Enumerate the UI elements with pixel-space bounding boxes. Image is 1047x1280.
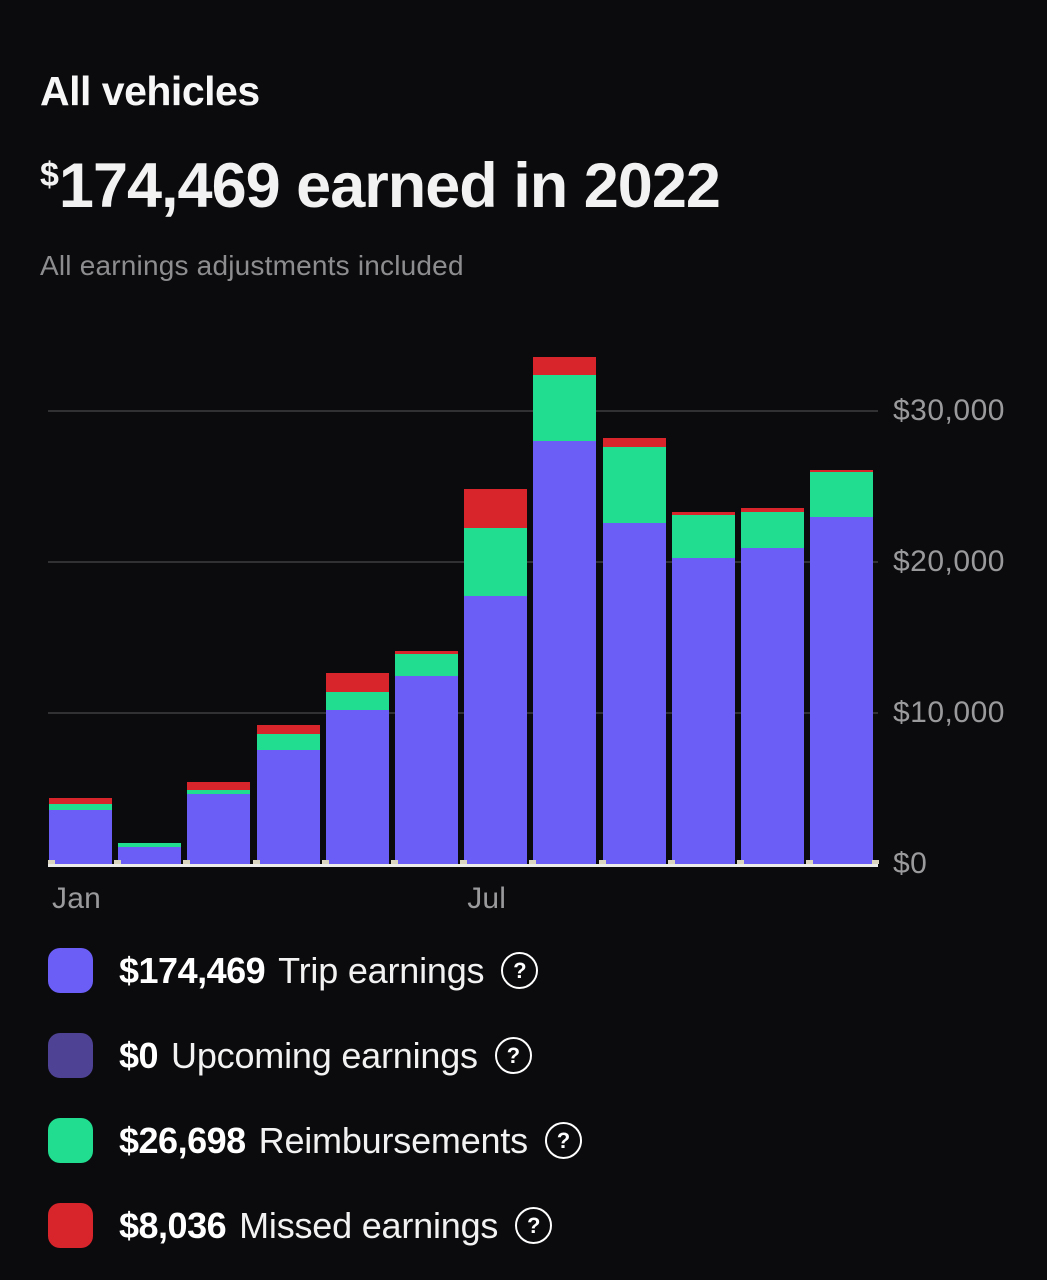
legend-label-upcoming-earnings: Upcoming earnings (171, 1034, 478, 1076)
segment-reimbursements-sep (602, 446, 666, 524)
legend-item-upcoming-earnings: $0 Upcoming earnings? (48, 1033, 582, 1078)
y-axis-label-0: $0 (893, 847, 928, 880)
axis-tick (872, 860, 880, 864)
bar-oct[interactable] (671, 511, 735, 867)
reimbursements-swatch (48, 1118, 93, 1163)
bar-apr[interactable] (256, 724, 320, 867)
segment-reimbursements-aug (533, 374, 597, 441)
gridline-30000 (48, 410, 878, 412)
segment-reimbursements-oct (671, 515, 735, 559)
bar-dec[interactable] (810, 470, 874, 867)
segment-missed-earnings-jul (464, 488, 528, 529)
axis-tick (114, 860, 122, 864)
segment-trip-earnings-mar (187, 794, 251, 867)
segment-reimbursements-nov (741, 512, 804, 549)
legend-item-reimbursements: $26,698 Reimbursements? (48, 1118, 582, 1163)
bar-may[interactable] (325, 672, 389, 867)
segment-reimbursements-may (325, 692, 389, 710)
legend-item-missed-earnings: $8,036 Missed earnings? (48, 1203, 582, 1248)
segment-reimbursements-mar (187, 790, 251, 795)
axis-tick (806, 860, 814, 864)
segment-trip-earnings-aug (533, 440, 597, 867)
segment-reimbursements-jul (464, 528, 528, 596)
x-axis-label-jul: Jul (467, 882, 507, 915)
axis-tick (598, 860, 606, 864)
currency-superscript: $ (40, 156, 59, 194)
segment-missed-earnings-jan (49, 797, 112, 805)
bar-jan[interactable] (49, 797, 112, 867)
segment-missed-earnings-nov (741, 508, 804, 513)
trip-earnings-swatch (48, 948, 93, 993)
segment-missed-earnings-may (325, 672, 389, 693)
axis-tick (667, 860, 675, 864)
axis-tick (183, 860, 191, 864)
bar-jun[interactable] (395, 651, 458, 867)
axis-tick (252, 860, 260, 864)
gridline-20000 (48, 561, 878, 563)
legend-amount-reimbursements: $26,698 (119, 1119, 246, 1161)
legend-amount-upcoming-earnings: $0 (119, 1034, 159, 1076)
axis-tick (321, 860, 329, 864)
bar-sep[interactable] (602, 438, 666, 867)
segment-trip-earnings-sep (602, 523, 666, 867)
help-icon-reimbursements[interactable]: ? (544, 1122, 582, 1159)
help-icon-upcoming-earnings[interactable]: ? (494, 1037, 532, 1074)
axis-tick (48, 860, 55, 864)
segment-reimbursements-apr (256, 733, 320, 750)
segment-trip-earnings-jun (395, 676, 458, 867)
axis-tick (529, 860, 537, 864)
segment-missed-earnings-apr (256, 724, 320, 734)
legend-amount-missed-earnings: $8,036 (119, 1204, 227, 1246)
bar-mar[interactable] (187, 781, 251, 867)
help-icon-missed-earnings[interactable]: ? (515, 1207, 553, 1244)
gridline-10000 (48, 712, 878, 714)
segment-reimbursements-dec (810, 471, 874, 517)
segment-trip-earnings-oct (671, 558, 735, 867)
x-axis-line (48, 864, 878, 867)
bar-nov[interactable] (741, 508, 804, 867)
bar-aug[interactable] (533, 356, 597, 867)
segment-reimbursements-feb (118, 842, 182, 847)
legend-amount-trip-earnings: $174,469 (119, 949, 266, 991)
segment-trip-earnings-jan (49, 810, 112, 867)
earnings-subtitle: All earnings adjustments included (40, 250, 464, 281)
annual-earnings-amount: 174,469 (58, 151, 281, 221)
segment-missed-earnings-mar (187, 781, 251, 791)
segment-missed-earnings-aug (533, 356, 597, 375)
segment-missed-earnings-oct (671, 511, 735, 516)
y-axis-label-10000: $10,000 (893, 696, 1005, 729)
axis-tick (737, 860, 744, 864)
segment-trip-earnings-may (325, 709, 389, 867)
axis-tick (391, 860, 398, 864)
segment-trip-earnings-jul (464, 595, 528, 867)
segment-missed-earnings-jun (395, 651, 458, 655)
segment-reimbursements-jun (395, 654, 458, 677)
legend-label-reimbursements: Reimbursements (258, 1119, 528, 1161)
missed-earnings-swatch (48, 1203, 93, 1248)
section-title-all-vehicles: All vehicles (40, 68, 260, 114)
axis-tick (460, 860, 468, 864)
segment-missed-earnings-dec (810, 470, 874, 472)
segment-trip-earnings-apr (256, 749, 320, 867)
segment-trip-earnings-feb (118, 846, 182, 867)
help-icon-trip-earnings[interactable]: ? (501, 952, 539, 989)
legend-label-trip-earnings: Trip earnings (278, 949, 485, 991)
segment-missed-earnings-sep (602, 438, 666, 447)
upcoming-earnings-swatch (48, 1033, 93, 1078)
legend: $174,469 Trip earnings? $0 Upcoming earning… (48, 948, 582, 1248)
y-axis-label-30000: $30,000 (893, 394, 1005, 427)
bar-feb[interactable] (118, 842, 182, 867)
legend-label-missed-earnings: Missed earnings (239, 1204, 499, 1246)
y-axis-label-20000: $20,000 (893, 545, 1005, 578)
earnings-chart: $0 $10,000 $20,000 $30,000 Jan Jul (0, 340, 1047, 920)
annual-earnings-suffix: earned in 2022 (279, 151, 721, 221)
x-axis-label-jan: Jan (52, 882, 101, 915)
annual-earnings-headline: $174,469 earned in 2022 (40, 150, 721, 222)
bar-jul[interactable] (464, 488, 528, 867)
segment-trip-earnings-dec (810, 516, 874, 867)
legend-item-trip-earnings: $174,469 Trip earnings? (48, 948, 582, 993)
segment-reimbursements-jan (49, 804, 112, 811)
segment-trip-earnings-nov (741, 548, 804, 867)
